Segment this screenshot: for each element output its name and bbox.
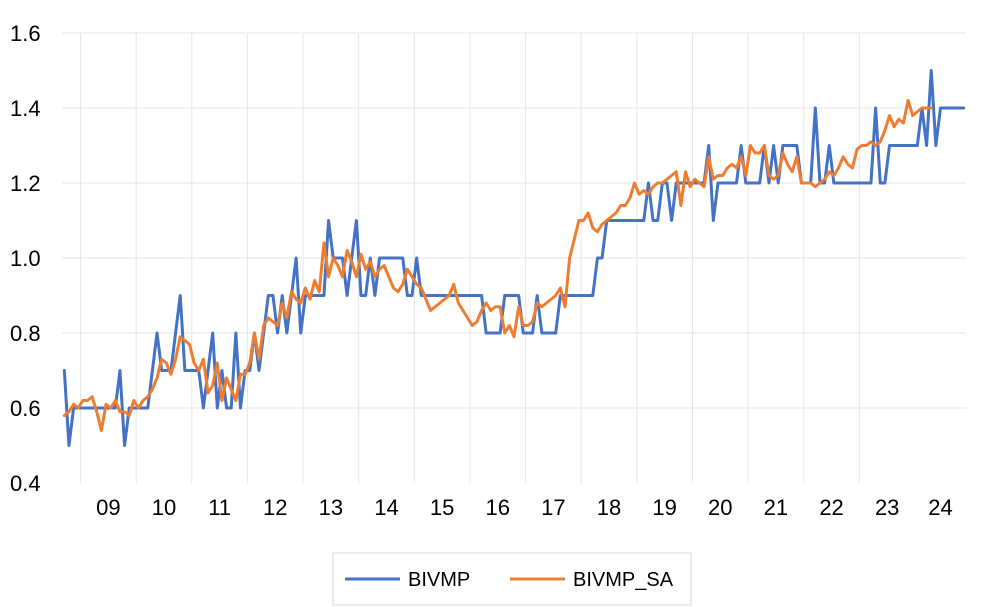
x-tick-label: 14 — [374, 495, 398, 520]
x-tick-label: 13 — [319, 495, 343, 520]
y-tick-label: 1.2 — [10, 171, 41, 196]
x-tick-label: 21 — [764, 495, 788, 520]
x-tick-label: 19 — [652, 495, 676, 520]
series-lines — [62, 69, 966, 447]
series-line-bivmp-sa — [62, 99, 933, 432]
y-axis-ticks: 0.4 0.6 0.8 1.0 1.2 1.4 1.6 — [10, 21, 41, 496]
y-tick-label: 0.4 — [10, 471, 41, 496]
legend-label-bivmp: BIVMP — [408, 569, 470, 591]
x-tick-label: 10 — [152, 495, 176, 520]
x-axis-ticks: 09 10 11 12 13 14 15 16 17 18 19 20 21 22 23 24 — [96, 495, 953, 520]
x-tick-label: 24 — [928, 495, 952, 520]
x-tick-label: 11 — [208, 495, 231, 520]
gridlines — [62, 32, 966, 483]
x-tick-label: 16 — [486, 495, 510, 520]
x-tick-label: 18 — [597, 495, 621, 520]
y-tick-label: 0.6 — [10, 396, 41, 421]
legend-label-bivmp-sa: BIVMP_SA — [573, 569, 674, 591]
y-tick-label: 1.0 — [10, 246, 41, 271]
x-tick-label: 17 — [541, 495, 565, 520]
x-tick-label: 12 — [263, 495, 287, 520]
x-tick-label: 09 — [96, 495, 120, 520]
x-tick-label: 20 — [708, 495, 732, 520]
y-tick-label: 0.8 — [10, 321, 41, 346]
y-tick-label: 1.6 — [10, 21, 41, 46]
x-tick-label: 22 — [819, 495, 843, 520]
y-tick-label: 1.4 — [10, 96, 41, 121]
x-tick-label: 15 — [430, 495, 454, 520]
series-line-bivmp — [62, 69, 966, 447]
legend: BIVMP BIVMP_SA — [332, 552, 692, 606]
x-tick-label: 23 — [875, 495, 899, 520]
